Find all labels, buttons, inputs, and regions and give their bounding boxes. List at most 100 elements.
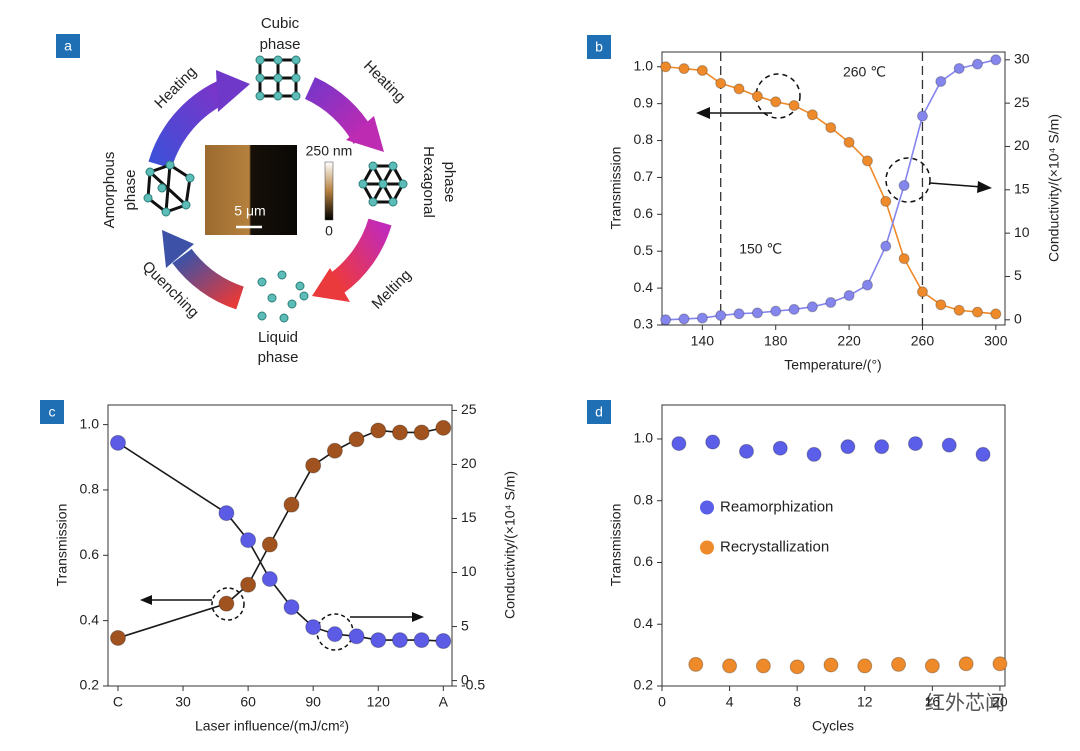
callout-heads — [140, 107, 992, 622]
data-point — [898, 179, 910, 191]
x-tick-label: 16 — [925, 694, 941, 710]
data-point — [370, 632, 387, 649]
data-point — [755, 658, 771, 674]
phase-label: phase — [122, 170, 139, 211]
scale-label: 5 μm — [234, 203, 265, 219]
phase-label: phase — [260, 36, 301, 53]
phase-label: Hexagonal — [420, 146, 437, 218]
y-tick-label: 0.2 — [80, 677, 100, 693]
data-point — [326, 442, 343, 459]
x-tick-label: 260 — [911, 333, 935, 349]
data-point — [715, 77, 727, 89]
data-point — [880, 240, 892, 252]
diagram: a 5 μm — [56, 15, 458, 366]
data-point — [916, 110, 928, 122]
data-point — [733, 308, 745, 320]
data-point — [891, 656, 907, 672]
legend-label: Recrystallization — [720, 538, 829, 555]
afm-image — [205, 145, 297, 235]
y2-tick-label: 0 — [461, 671, 469, 687]
y-tick-label: 0.6 — [80, 546, 100, 562]
data-point — [874, 439, 890, 455]
x-tick-label: 4 — [726, 694, 734, 710]
data-point — [823, 657, 839, 673]
data-point — [283, 496, 300, 513]
data-point — [971, 306, 983, 318]
x-tick-label: 30 — [175, 694, 191, 710]
data-point — [305, 619, 322, 636]
process-label: Heating — [360, 57, 409, 106]
y-tick-label: 0.4 — [634, 615, 654, 631]
y-tick-label: 0.4 — [634, 279, 654, 295]
y2-axis-title: Conductivity/(×10⁴ S/m) — [1046, 114, 1062, 262]
y-tick-label: 0.8 — [634, 491, 654, 507]
data-point — [370, 422, 387, 439]
data-point — [990, 54, 1002, 66]
data-point — [751, 307, 763, 319]
series-line — [117, 427, 444, 639]
x-tick-label: A — [439, 694, 449, 710]
process-arrow — [304, 77, 375, 145]
data-point — [240, 576, 257, 593]
data-point — [348, 628, 365, 645]
panel-badge — [56, 34, 80, 58]
data-point — [788, 303, 800, 315]
data-point — [924, 658, 940, 674]
data-point — [840, 439, 856, 455]
x-tick-label: 90 — [305, 694, 321, 710]
data-point — [971, 58, 983, 70]
y2-tick-label: 0 — [1014, 311, 1022, 327]
atoms — [143, 160, 195, 217]
data-point — [348, 431, 365, 448]
y-tick-label: 0.4 — [80, 611, 100, 627]
data-point — [953, 304, 965, 316]
y-axis-title: Transmission — [608, 147, 624, 230]
data-point — [772, 440, 788, 456]
data-point — [240, 532, 257, 549]
data-point — [788, 99, 800, 111]
data-point — [880, 195, 892, 207]
panel-badge — [40, 400, 64, 424]
data-point — [857, 658, 873, 674]
data-point — [751, 90, 763, 102]
data-point — [975, 446, 991, 462]
panel-badge — [587, 35, 611, 59]
data-point — [326, 626, 343, 643]
y-axis-title: Transmission — [54, 504, 70, 587]
y2-tick-label: 25 — [1014, 94, 1030, 110]
data-point — [696, 312, 708, 324]
colorbar — [324, 161, 334, 221]
data-point — [678, 63, 690, 75]
x-axis-title: Temperature/(°) — [784, 357, 881, 373]
y-tick-label: 0.9 — [634, 94, 654, 110]
panel-label: c — [49, 404, 56, 420]
legend-label: Reamorphization — [720, 498, 833, 515]
y2-tick-label: 5 — [1014, 267, 1022, 283]
process-arrow — [328, 218, 392, 294]
data-point — [413, 632, 430, 649]
x-tick-label: 12 — [857, 694, 873, 710]
process-arrow — [148, 81, 228, 169]
data-point — [688, 656, 704, 672]
phase-label: Cubic — [261, 15, 300, 32]
y-tick-label: 0.7 — [634, 168, 654, 184]
phase-label: phase — [441, 162, 458, 203]
data-point — [671, 436, 687, 452]
data-point — [218, 505, 235, 522]
data-point — [806, 109, 818, 121]
y2-tick-label: 15 — [1014, 181, 1030, 197]
data-point — [696, 64, 708, 76]
x-tick-label: 120 — [367, 694, 391, 710]
y2-tick-label: 20 — [461, 455, 477, 471]
x-tick-label: 20 — [992, 694, 1008, 710]
data-point — [990, 308, 1002, 320]
reference-label: 260 ℃ — [843, 64, 886, 80]
data-point — [935, 75, 947, 87]
series-line — [665, 59, 997, 321]
x-tick-label: 220 — [837, 333, 861, 349]
plot-frame — [107, 404, 453, 687]
data-point — [898, 253, 910, 265]
plot-frame — [661, 404, 1006, 687]
data-point — [806, 301, 818, 313]
